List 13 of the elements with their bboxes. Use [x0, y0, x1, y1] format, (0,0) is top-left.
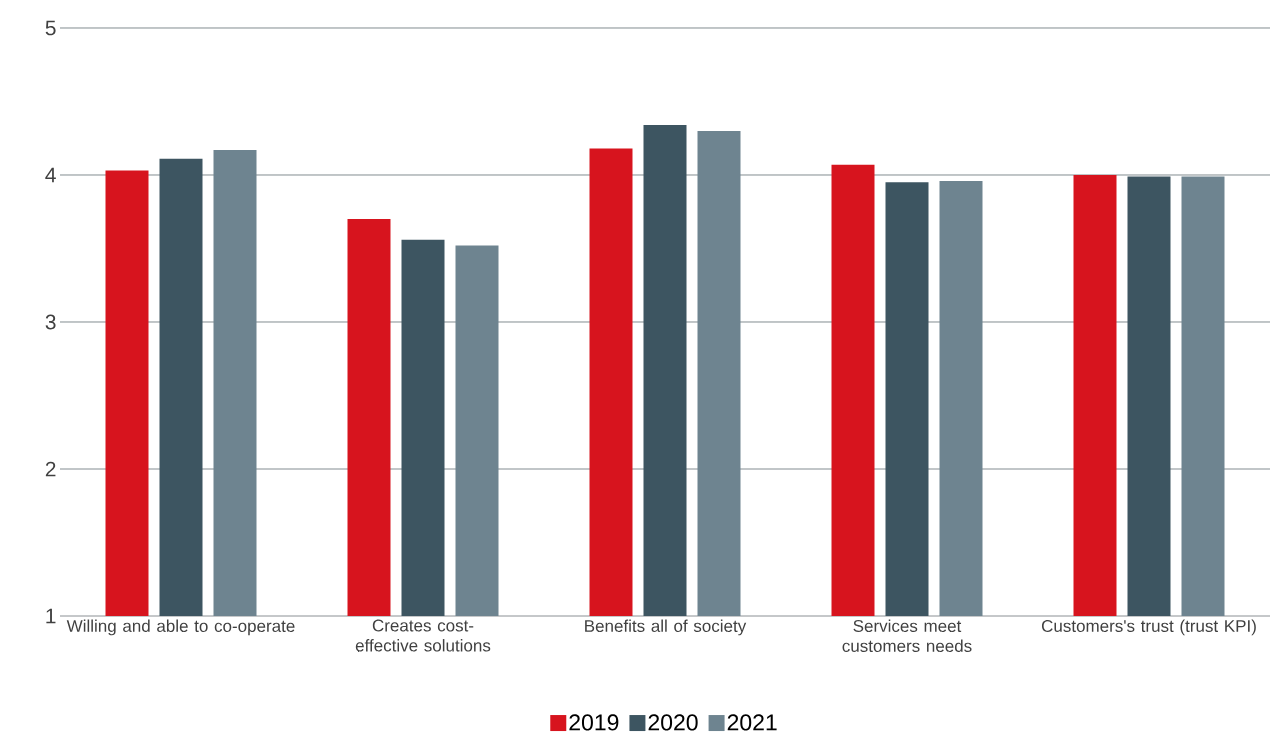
legend-label: 2021 [727, 714, 777, 731]
legend-label: 2019 [569, 714, 619, 731]
x-tick-label: Creates cost-effective solutions [355, 619, 491, 652]
y-tick-label: 1 [46, 608, 56, 624]
y-tick-label: 5 [45, 20, 56, 36]
legend-label: 2020 [648, 714, 698, 731]
y-tick-label: 2 [45, 461, 56, 477]
x-tick-label: Customers's trust (trust KPI) [1041, 619, 1256, 636]
x-tick-label: Willing and able to co-operate [66, 619, 295, 636]
y-tick-label: 3 [45, 314, 56, 330]
x-tick-label: Services meet customers needs [842, 619, 972, 653]
y-tick-label: 4 [45, 167, 56, 183]
x-tick-label: Benefits all of society [585, 619, 747, 636]
